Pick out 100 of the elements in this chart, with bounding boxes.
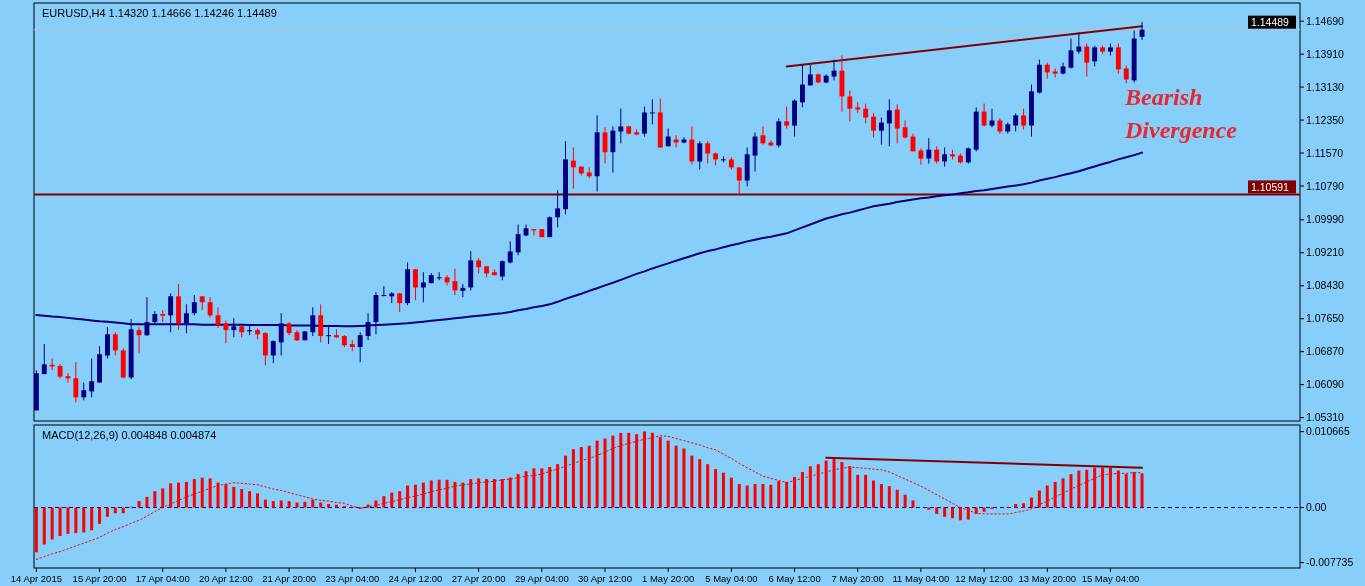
y-tick-label: 1.06870 — [1306, 345, 1345, 358]
bar — [208, 478, 212, 508]
bar — [1069, 474, 1073, 508]
bar — [958, 507, 962, 521]
bar — [177, 482, 181, 508]
bar — [232, 486, 236, 508]
candlestick — [270, 339, 276, 364]
y-tick-label: 1.13910 — [1306, 47, 1345, 60]
bar — [571, 449, 575, 508]
bar — [461, 482, 465, 508]
candlestick — [570, 147, 576, 190]
x-tick-label: 6 May 12:00 — [768, 573, 821, 584]
bar — [800, 471, 804, 508]
candlestick — [736, 166, 742, 194]
candlestick — [191, 294, 197, 316]
bar — [540, 468, 544, 508]
candlestick — [89, 357, 95, 398]
bar — [903, 494, 907, 508]
candlestick — [112, 331, 118, 356]
y-tick-label: 1.05310 — [1306, 411, 1345, 424]
bar — [334, 504, 338, 508]
candlestick — [752, 131, 758, 173]
bar — [824, 460, 828, 508]
bar — [666, 440, 670, 508]
x-tick-label: 15 Apr 20:00 — [72, 573, 127, 584]
y-tick-label: 1.08430 — [1306, 279, 1345, 292]
bar — [690, 455, 694, 508]
bar — [169, 483, 173, 508]
bar — [453, 481, 457, 508]
bar — [793, 476, 797, 508]
bar — [42, 507, 46, 545]
bar — [516, 474, 520, 508]
candlestick — [555, 189, 561, 228]
x-tick-label: 7 May 20:00 — [831, 573, 884, 584]
y-tick-label: 1.07650 — [1306, 312, 1345, 325]
bar — [532, 468, 536, 508]
candlestick — [926, 137, 932, 165]
x-tick-label: 21 Apr 20:00 — [262, 573, 317, 584]
bar — [943, 507, 947, 517]
bar — [406, 485, 410, 508]
bar — [161, 488, 165, 508]
bar — [714, 469, 718, 508]
candlestick — [989, 108, 995, 128]
bar — [224, 484, 228, 508]
candlestick — [41, 343, 47, 375]
bar — [729, 477, 733, 508]
bar — [469, 479, 473, 508]
bar — [966, 507, 970, 520]
y-tick-label: 1.10790 — [1306, 179, 1345, 192]
bar — [951, 507, 954, 519]
bar — [808, 466, 812, 508]
bar — [1037, 490, 1041, 508]
bar — [485, 479, 489, 508]
bar — [390, 492, 394, 508]
candlestick — [515, 223, 521, 256]
bar — [761, 484, 765, 508]
bar — [421, 482, 425, 508]
ref-line-label: 1.14489 — [1251, 15, 1290, 28]
candlestick — [863, 103, 869, 124]
chart-title: EURUSD,H4 1.14320 1.14666 1.14246 1.14489 — [42, 7, 277, 19]
bar — [287, 501, 291, 508]
bar — [382, 496, 386, 508]
candlestick — [1084, 43, 1090, 78]
bar — [587, 445, 591, 508]
y-tick-label: -0.007735 — [1306, 556, 1354, 569]
candlestick — [1021, 108, 1027, 130]
bar — [153, 491, 157, 508]
candlestick — [262, 331, 268, 366]
candlestick — [1115, 43, 1121, 75]
y-tick-label: 1.09210 — [1306, 246, 1345, 259]
bar — [864, 474, 868, 508]
y-tick-label: 1.09990 — [1306, 213, 1345, 226]
bar — [145, 496, 149, 508]
bar — [603, 438, 607, 508]
bar — [548, 466, 552, 508]
candlestick — [642, 106, 647, 138]
bar — [927, 507, 931, 510]
candlestick — [207, 296, 213, 318]
candlestick — [73, 361, 79, 403]
bar — [445, 479, 449, 508]
bar — [911, 500, 915, 508]
y-tick-label: 1.13130 — [1306, 80, 1345, 93]
bar — [682, 448, 686, 508]
bar — [832, 457, 836, 508]
x-tick-label: 5 May 04:00 — [705, 573, 758, 584]
candlestick — [878, 117, 884, 146]
bar — [216, 482, 220, 508]
bar — [674, 445, 678, 508]
chart-title: MACD(12,26,9) 0.004848 0.004874 — [42, 429, 217, 441]
candlestick — [871, 112, 876, 138]
candlestick — [689, 125, 695, 165]
candlestick — [697, 140, 703, 171]
bar — [777, 481, 781, 508]
x-tick-label: 24 Apr 12:00 — [388, 573, 443, 584]
bar — [477, 478, 481, 508]
candlestick — [768, 139, 774, 147]
x-tick-label: 23 Apr 04:00 — [325, 573, 380, 584]
candlestick — [381, 285, 387, 297]
x-tick-label: 17 Apr 04:00 — [135, 573, 190, 584]
bar — [319, 502, 323, 508]
